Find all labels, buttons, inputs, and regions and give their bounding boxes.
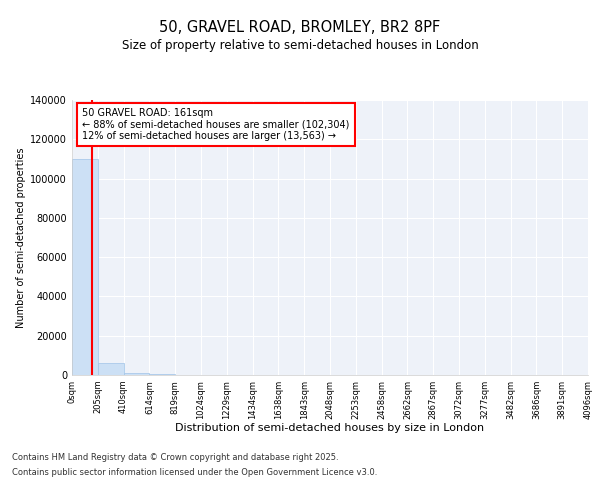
Text: Size of property relative to semi-detached houses in London: Size of property relative to semi-detach… <box>122 38 478 52</box>
Text: 50, GRAVEL ROAD, BROMLEY, BR2 8PF: 50, GRAVEL ROAD, BROMLEY, BR2 8PF <box>160 20 440 35</box>
Bar <box>124 372 149 375</box>
Y-axis label: Number of semi-detached properties: Number of semi-detached properties <box>16 147 26 328</box>
X-axis label: Distribution of semi-detached houses by size in London: Distribution of semi-detached houses by … <box>175 424 485 434</box>
Text: 50 GRAVEL ROAD: 161sqm
← 88% of semi-detached houses are smaller (102,304)
12% o: 50 GRAVEL ROAD: 161sqm ← 88% of semi-det… <box>82 108 350 142</box>
Text: Contains HM Land Registry data © Crown copyright and database right 2025.: Contains HM Land Registry data © Crown c… <box>12 453 338 462</box>
Bar <box>98 363 124 375</box>
Bar <box>72 159 98 375</box>
Bar <box>149 374 175 375</box>
Text: Contains public sector information licensed under the Open Government Licence v3: Contains public sector information licen… <box>12 468 377 477</box>
